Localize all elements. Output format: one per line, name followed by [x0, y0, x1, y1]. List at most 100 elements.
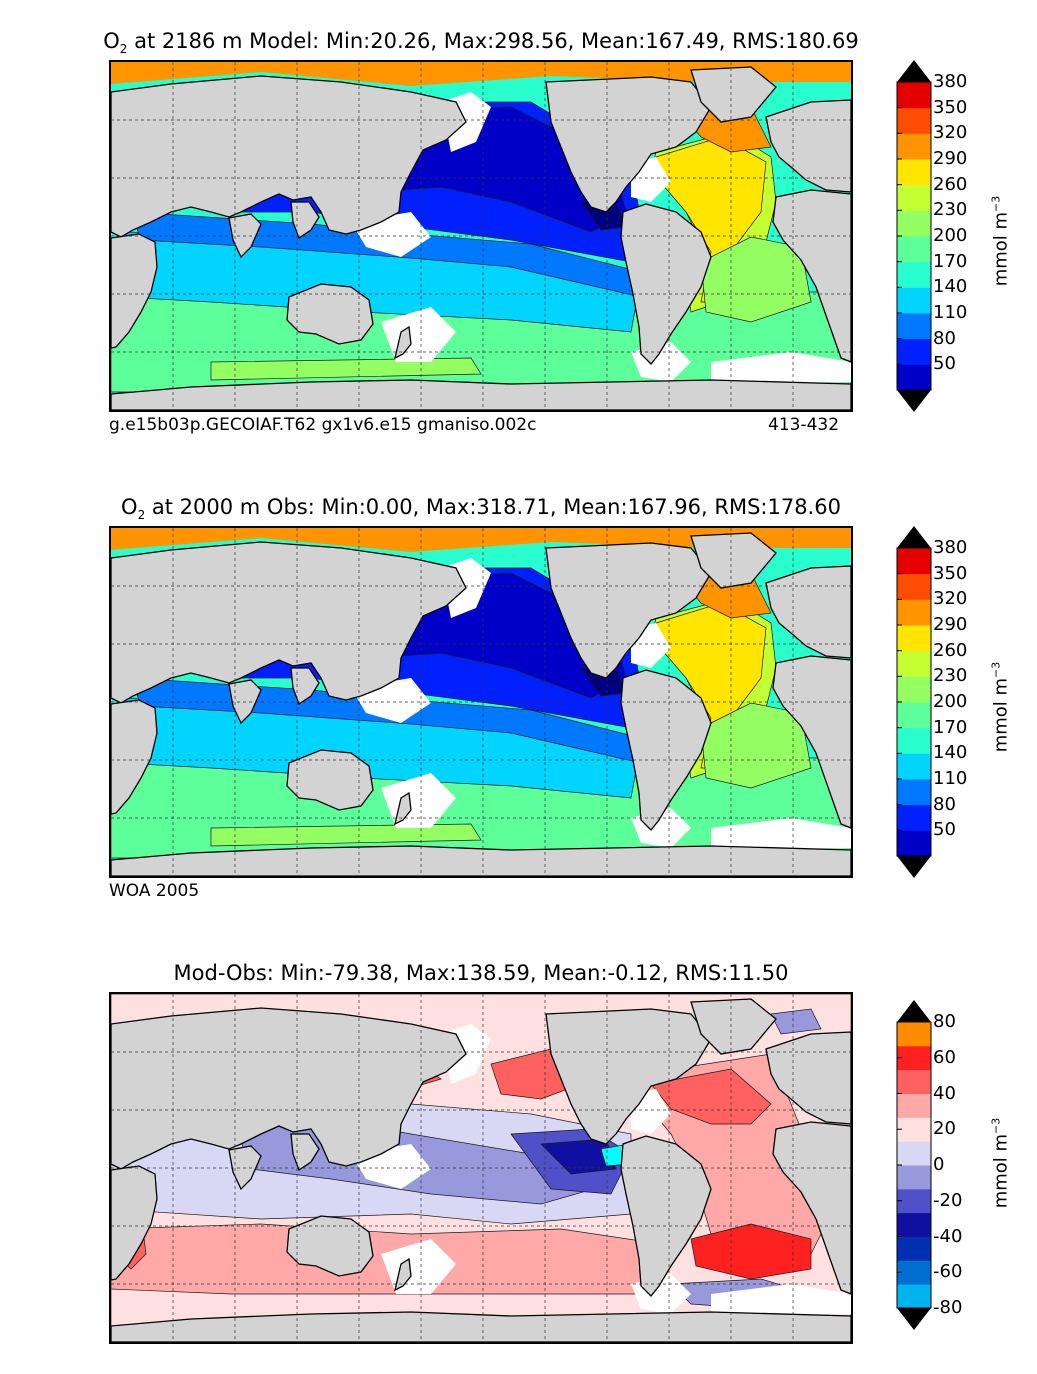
colorbar-tick-label: -80 — [933, 1297, 963, 1318]
seasia-landmass — [290, 1133, 320, 1171]
panel-title: O2 at 2186 m Model: Min:20.26, Max:298.5… — [103, 29, 859, 57]
colorbar-segment — [897, 650, 931, 677]
southern-ocean-band — [210, 823, 482, 847]
map-model — [109, 60, 853, 412]
missing-data-region — [711, 352, 851, 384]
antarctica-landmass — [111, 845, 851, 876]
colorbar-tick-label: 60 — [933, 1046, 956, 1068]
colorbar-segment — [897, 1284, 931, 1309]
map-obs — [109, 526, 853, 878]
colorbar-tick-label: 170 — [933, 716, 968, 738]
colorbar-segment — [897, 1093, 931, 1118]
colorbar-segment — [897, 753, 931, 780]
india-landmass — [228, 213, 262, 259]
model-panel: O2 at 2186 m Model: Min:20.26, Max:298.5… — [0, 0, 1037, 450]
colorbar-segment — [897, 261, 931, 288]
antarctica-landmass — [111, 379, 851, 410]
colorbar-tick-label: 80 — [933, 793, 956, 815]
colorbar-segment — [897, 1117, 931, 1142]
colorbar-min-extend-arrow — [897, 856, 931, 878]
greenland-landmass — [690, 998, 777, 1055]
asia-landmass — [111, 541, 467, 704]
colorbar-min-extend-arrow — [897, 1308, 931, 1330]
colorbar-segment — [897, 133, 931, 160]
missing-data-region — [711, 1284, 851, 1316]
colorbar-segment — [897, 338, 931, 365]
colorbar-tick-label: 290 — [933, 614, 968, 635]
colorbar-segment — [897, 804, 931, 831]
nz-landmass — [394, 325, 412, 360]
panel-title: Mod-Obs: Min:-79.38, Max:138.59, Mean:-0… — [173, 961, 789, 985]
colorbar-tick-label: 350 — [933, 562, 968, 584]
colorbar-tick-label: 200 — [933, 691, 968, 712]
asia-landmass — [111, 1007, 467, 1170]
colorbar-segment — [897, 702, 931, 729]
australia-landmass — [286, 283, 374, 345]
colorbar-diff — [896, 1000, 932, 1330]
colorbar-segment — [897, 548, 931, 575]
africa2-landmass — [772, 189, 851, 363]
colorbar-segment — [897, 287, 931, 314]
dataset-caption: WOA 2005 — [109, 881, 200, 901]
colorbar-segment — [897, 1022, 931, 1047]
diff-negative-region — [540, 1138, 617, 1175]
colorbar-tick-label: 140 — [933, 742, 968, 764]
antarctica-landmass — [111, 1311, 851, 1342]
year-range-caption: 413-432 — [768, 415, 840, 435]
colorbar-segment — [897, 236, 931, 263]
colorbar-segment — [897, 313, 931, 340]
colorbar-segment — [897, 1260, 931, 1285]
africa2-landmass — [772, 655, 851, 829]
colorbar-tick-label: 260 — [933, 639, 968, 661]
colorbar-tick-label: 320 — [933, 588, 968, 610]
colorbar-tick-label: 50 — [933, 819, 956, 841]
colorbar-max-extend-arrow — [897, 1000, 931, 1022]
colorbar-unit-label: mmol m−3 — [989, 195, 1012, 287]
colorbar-segment — [897, 625, 931, 652]
colorbar-tick-label: -20 — [933, 1189, 963, 1211]
colorbar-tick-label: 170 — [933, 250, 968, 272]
colorbar-segment — [897, 1069, 931, 1094]
colorbar-segment — [897, 184, 931, 211]
greenland-landmass — [690, 532, 777, 589]
colorbar-segment — [897, 676, 931, 703]
colorbar-tick-label: 40 — [933, 1082, 956, 1104]
colorbar-tick-label: 50 — [933, 353, 956, 375]
south-atlantic-band — [700, 702, 812, 789]
southern-ocean-band — [210, 357, 482, 381]
colorbar-tick-label: 320 — [933, 122, 968, 144]
colorbar-tick-label: 20 — [933, 1118, 956, 1140]
colorbar-segment — [897, 1165, 931, 1190]
colorbar-segment — [897, 573, 931, 600]
colorbar-segment — [897, 1188, 931, 1214]
diff-negative-region — [770, 1008, 822, 1035]
colorbar-segment — [897, 830, 931, 857]
colorbar-min-extend-arrow — [897, 390, 931, 412]
colorbar-tick-label: -40 — [933, 1225, 963, 1247]
colorbar-tick-label: 200 — [933, 225, 968, 246]
south-atlantic-band — [700, 236, 812, 323]
colorbar-unit-label: mmol m−3 — [989, 1117, 1012, 1209]
europe-landmass — [765, 565, 851, 659]
nz-landmass — [394, 791, 412, 826]
colorbar-segment — [897, 599, 931, 626]
seasia-landmass — [290, 201, 320, 239]
colorbar-obs — [896, 526, 932, 878]
colorbar-tick-label: 260 — [933, 173, 968, 195]
colorbar-segment — [897, 1236, 931, 1261]
colorbar-tick-label: 380 — [933, 537, 968, 558]
greenland-landmass — [690, 66, 777, 123]
colorbar-segment — [897, 364, 931, 391]
map-diff — [109, 992, 853, 1344]
india-landmass — [228, 1145, 262, 1191]
colorbar-segment — [897, 1045, 931, 1071]
colorbar-tick-label: 80 — [933, 1011, 956, 1032]
colorbar-tick-label: 110 — [933, 768, 968, 789]
colorbar-tick-label: -60 — [933, 1261, 963, 1283]
samerica-landmass — [620, 203, 712, 365]
colorbar-segment — [897, 107, 931, 134]
colorbar-segment — [897, 210, 931, 237]
samerica-landmass — [620, 669, 712, 831]
samerica-landmass — [620, 1135, 712, 1297]
colorbar-tick-label: 80 — [933, 327, 956, 349]
